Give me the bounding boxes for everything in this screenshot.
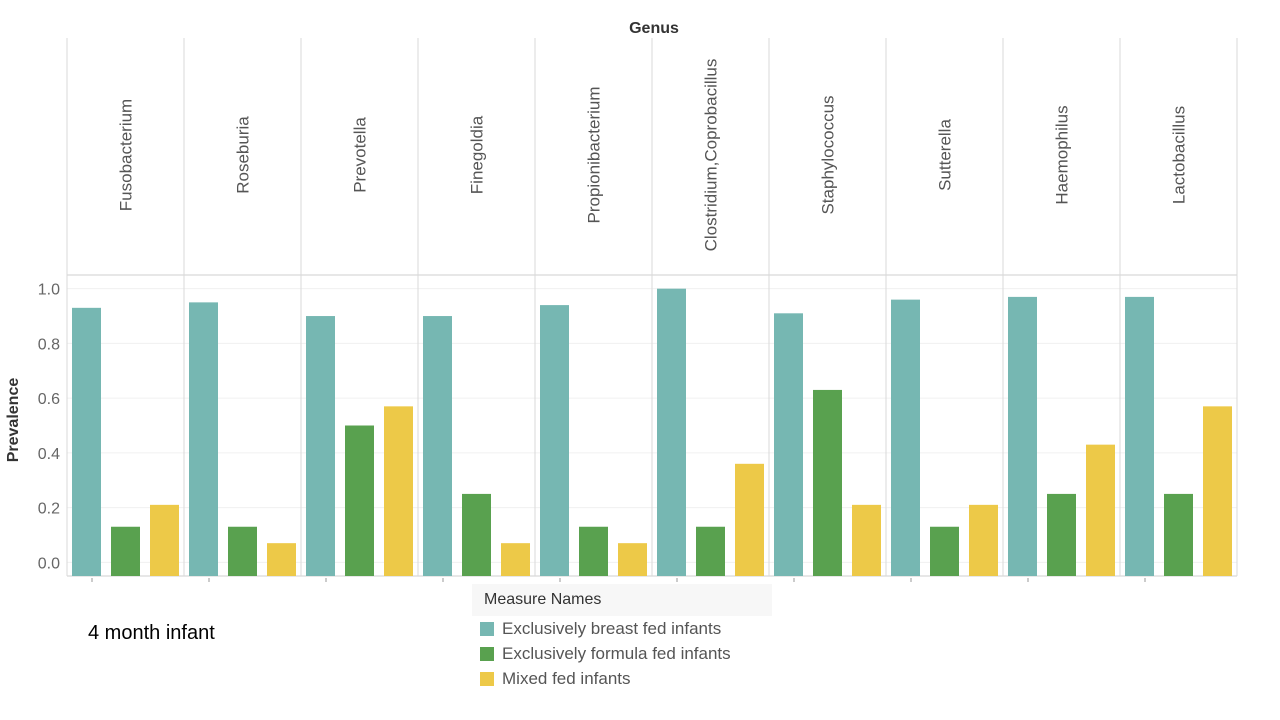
category-label: Staphylococcus: [819, 95, 838, 214]
bar: [384, 406, 413, 576]
bar: [306, 316, 335, 576]
legend-swatch: [480, 646, 494, 661]
category-label: Lactobacillus: [1170, 106, 1189, 204]
y-tick-label: 0.4: [38, 446, 60, 463]
bar: [1164, 493, 1193, 576]
legend-label: Mixed fed infants: [502, 668, 631, 688]
category-label: Propionibacterium: [585, 86, 604, 223]
category-label: Clostridium,Coprobacillus: [702, 59, 721, 252]
column-header-title: Genus: [629, 20, 679, 37]
category-label: Haemophilus: [1053, 105, 1072, 204]
bar: [345, 425, 374, 576]
category-label: Prevotella: [351, 117, 370, 193]
category-label: Fusobacterium: [117, 99, 136, 211]
bar: [1008, 296, 1037, 576]
bar: [72, 307, 101, 576]
legend-item-breast-fed[interactable]: Exclusively breast fed infants: [472, 616, 772, 641]
chart-caption: 4 month infant: [88, 622, 215, 644]
bar: [267, 543, 296, 576]
bar: [618, 543, 647, 576]
bar: [111, 526, 140, 576]
bar: [774, 313, 803, 576]
bar: [228, 526, 257, 576]
bar: [1047, 493, 1076, 576]
bar: [813, 389, 842, 576]
category-label: Finegoldia: [468, 115, 487, 194]
legend-title: Measure Names: [472, 584, 772, 616]
y-tick-label: 1.0: [38, 282, 60, 299]
legend-label: Exclusively formula fed infants: [502, 643, 731, 663]
legend-item-formula-fed[interactable]: Exclusively formula fed infants: [472, 641, 772, 666]
bar: [540, 305, 569, 576]
bar: [501, 543, 530, 576]
legend-swatch: [480, 671, 494, 686]
y-tick-label: 0.8: [38, 336, 60, 353]
bar: [696, 526, 725, 576]
category-label: Roseburia: [234, 116, 253, 194]
bar: [657, 288, 686, 576]
bar: [930, 526, 959, 576]
legend-item-mixed-fed[interactable]: Mixed fed infants: [472, 666, 772, 691]
y-axis-label: Prevalence: [5, 377, 22, 463]
category-label: Sutterella: [936, 119, 955, 191]
bar: [1203, 406, 1232, 576]
bar: [189, 302, 218, 576]
y-tick-label: 0.2: [38, 501, 60, 518]
bar: [1125, 296, 1154, 576]
bar: [150, 504, 179, 576]
bar: [1086, 444, 1115, 576]
y-tick-label: 0.0: [38, 555, 60, 572]
y-tick-label: 0.6: [38, 391, 60, 408]
bar: [891, 299, 920, 576]
bar: [462, 493, 491, 576]
legend: Measure Names Exclusively breast fed inf…: [472, 584, 772, 691]
legend-label: Exclusively breast fed infants: [502, 618, 722, 638]
bar: [423, 316, 452, 576]
bar: [852, 504, 881, 576]
bar: [735, 463, 764, 576]
legend-swatch: [480, 621, 494, 636]
bar: [579, 526, 608, 576]
bar: [969, 504, 998, 576]
